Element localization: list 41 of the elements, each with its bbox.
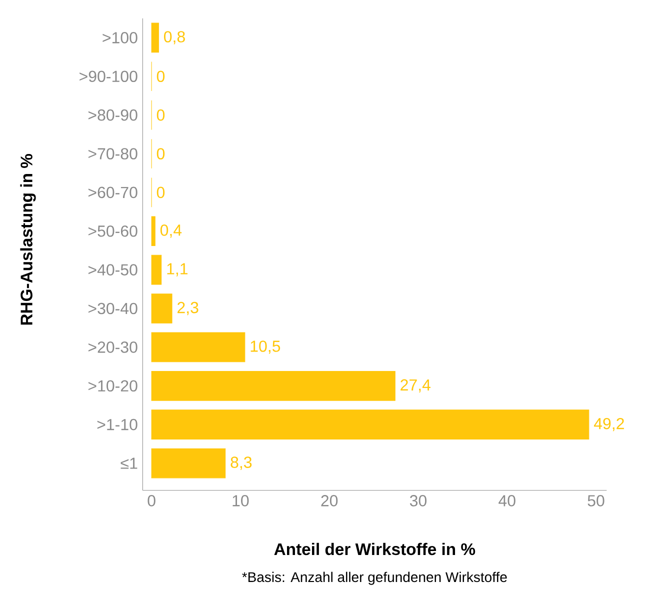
data-label: 0 [156, 148, 165, 160]
x-tick-label: 20 [321, 494, 338, 506]
data-label: 49,2 [594, 418, 624, 432]
x-tick-label: 40 [498, 494, 516, 506]
bar [151, 332, 246, 362]
data-label: 0 [156, 186, 165, 198]
y-tick-label: >90-100 [80, 70, 138, 82]
y-tick-label: >100 [102, 32, 138, 44]
data-label: 27,4 [400, 379, 430, 392]
bar [151, 22, 159, 52]
data-label: 8,3 [230, 456, 252, 470]
y-tick-label: >70-80 [88, 148, 138, 160]
x-axis-title: Anteil der Wirkstoffe in % [274, 542, 476, 555]
bar [151, 216, 156, 246]
bar [151, 293, 172, 324]
y-tick-label: >1-10 [97, 418, 138, 430]
data-label: 10,5 [250, 340, 280, 354]
y-tick-label: >60-70 [88, 186, 138, 198]
data-label: 0,8 [164, 30, 185, 44]
y-tick-label: ≤1 [120, 458, 138, 469]
y-tick-label: >40-50 [88, 264, 138, 276]
x-tick-label: 30 [410, 494, 427, 506]
data-label: 0 [156, 70, 165, 82]
text: *Basis: Anzahl aller gefundenen Wirkstoffe [242, 572, 507, 585]
x-tick-label: 0 [148, 494, 156, 506]
y-tick-label: >30-40 [88, 302, 138, 314]
data-label: 1,1 [167, 263, 188, 276]
y-tick-label: >80-90 [88, 109, 138, 121]
data-label: 2,3 [178, 302, 198, 315]
y-tick-label: >20-30 [88, 341, 138, 353]
y-tick-label: >50-60 [88, 225, 138, 237]
y-axis-title: RHG-Auslastung in % [20, 154, 36, 325]
bar [151, 409, 590, 440]
bar [151, 370, 396, 401]
data-label: 0,4 [160, 224, 182, 238]
bar [151, 448, 226, 478]
data-label: 0 [156, 109, 165, 121]
x-tick-label: 10 [232, 494, 249, 506]
x-tick-label: 50 [588, 494, 604, 506]
bar [151, 254, 162, 285]
y-tick-label: >10-20 [88, 380, 138, 392]
